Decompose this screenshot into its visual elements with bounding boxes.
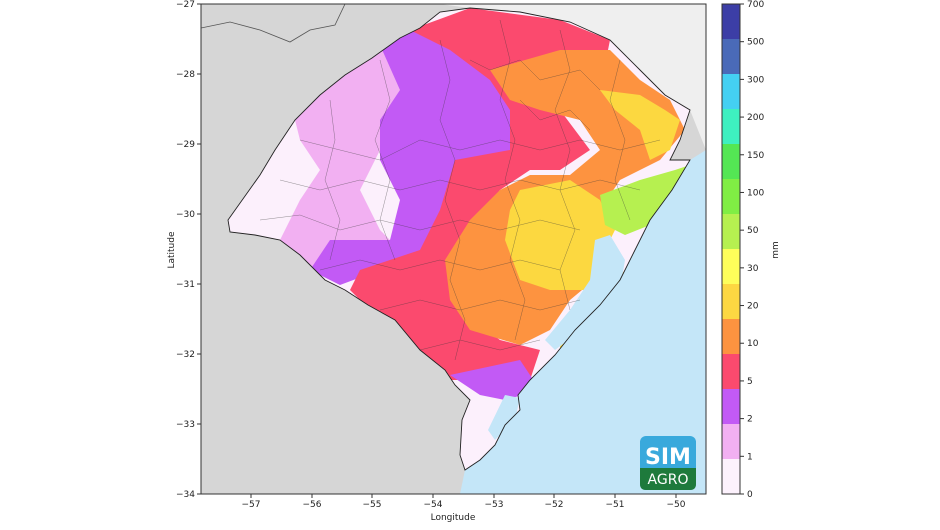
x-tick-label: −55 bbox=[363, 500, 382, 510]
x-tick-label: −54 bbox=[424, 500, 443, 510]
colorbar-tick-label: 5 bbox=[747, 377, 753, 387]
colorbar-tick-label: 10 bbox=[747, 339, 759, 349]
colorbar-tick-label: 0 bbox=[747, 490, 753, 500]
lagoon-mirim bbox=[488, 395, 520, 440]
colorbar-tick-label: 20 bbox=[747, 302, 759, 312]
y-tick-label: −33 bbox=[176, 420, 195, 430]
region-20-30-central bbox=[505, 180, 615, 290]
x-axis: −57 −56 −55 −54 −53 −52 −51 −50 Longitud… bbox=[242, 494, 686, 523]
y-tick-label: −30 bbox=[176, 210, 195, 220]
x-tick-label: −56 bbox=[303, 500, 322, 510]
x-tick-label: −53 bbox=[485, 500, 504, 510]
x-tick-label: −57 bbox=[242, 500, 261, 510]
country-border bbox=[201, 4, 346, 43]
colorbar-swatch bbox=[722, 459, 740, 494]
colorbar-tick-label: 2 bbox=[747, 415, 753, 425]
x-axis-label: Longitude bbox=[431, 513, 476, 523]
x-tick-label: −52 bbox=[545, 500, 564, 510]
map-panel: −57 −56 −55 −54 −53 −52 −51 −50 Longitud… bbox=[167, 0, 707, 523]
colorbar-tick-label: 150 bbox=[747, 151, 764, 161]
y-axis-label: Latitude bbox=[167, 231, 177, 269]
colorbar-swatch bbox=[722, 179, 740, 214]
colorbar-tick-label: 100 bbox=[747, 188, 764, 198]
region-20-30-north bbox=[600, 90, 680, 160]
region-5-10-south bbox=[450, 360, 540, 400]
colorbar-tick-label: 30 bbox=[747, 264, 759, 274]
colorbar-swatch bbox=[722, 39, 740, 74]
map-frame bbox=[200, 3, 707, 495]
region-50-100 bbox=[600, 165, 690, 235]
colorbar-tick-label: 700 bbox=[747, 0, 764, 10]
y-tick-label: −29 bbox=[176, 140, 195, 150]
colorbar-swatch bbox=[722, 424, 740, 459]
colorbar-swatch bbox=[722, 389, 740, 424]
municipality-boundaries bbox=[259, 19, 661, 361]
colorbar-tick-label: 200 bbox=[747, 113, 764, 123]
x-tick-label: −50 bbox=[667, 500, 686, 510]
logo-agro-text: AGRO bbox=[648, 472, 689, 488]
neighbor-state-north bbox=[440, 4, 706, 150]
colorbar: 0 1 2 5 10 20 30 50 100 150 200 300 500 700 bbox=[721, 0, 764, 500]
colorbar-tick-label: 300 bbox=[747, 75, 764, 85]
y-tick-label: −28 bbox=[176, 70, 195, 80]
y-tick-label: −27 bbox=[176, 0, 195, 10]
colorbar-tick-label: 50 bbox=[747, 226, 759, 236]
colorbar-swatch bbox=[722, 144, 740, 179]
colorbar-swatch bbox=[722, 249, 740, 284]
colorbar-tick-label: 1 bbox=[747, 452, 753, 462]
y-tick-label: −34 bbox=[176, 490, 195, 500]
y-tick-label: −31 bbox=[176, 280, 195, 290]
colorbar-swatch bbox=[722, 284, 740, 319]
colorbar-tick-label: 500 bbox=[747, 38, 764, 48]
y-tick-label: −32 bbox=[176, 350, 195, 360]
colorbar-swatch bbox=[722, 109, 740, 144]
colorbar-swatch bbox=[722, 319, 740, 354]
simagro-logo: SIM AGRO bbox=[640, 436, 696, 490]
x-tick-label: −51 bbox=[606, 500, 625, 510]
colorbar-swatch bbox=[722, 4, 740, 39]
y-axis: −27 −28 −29 −30 −31 −32 −33 −34 Latitude bbox=[167, 0, 201, 500]
logo-sim-text: SIM bbox=[645, 445, 691, 470]
lagoon-patos bbox=[545, 235, 625, 350]
colorbar-frame bbox=[721, 3, 741, 495]
colorbar-unit-label: mm bbox=[771, 241, 781, 259]
colorbar-swatch bbox=[722, 74, 740, 109]
region-2-5 bbox=[310, 28, 530, 285]
colorbar-swatch bbox=[722, 214, 740, 249]
colorbar-swatch bbox=[722, 354, 740, 389]
